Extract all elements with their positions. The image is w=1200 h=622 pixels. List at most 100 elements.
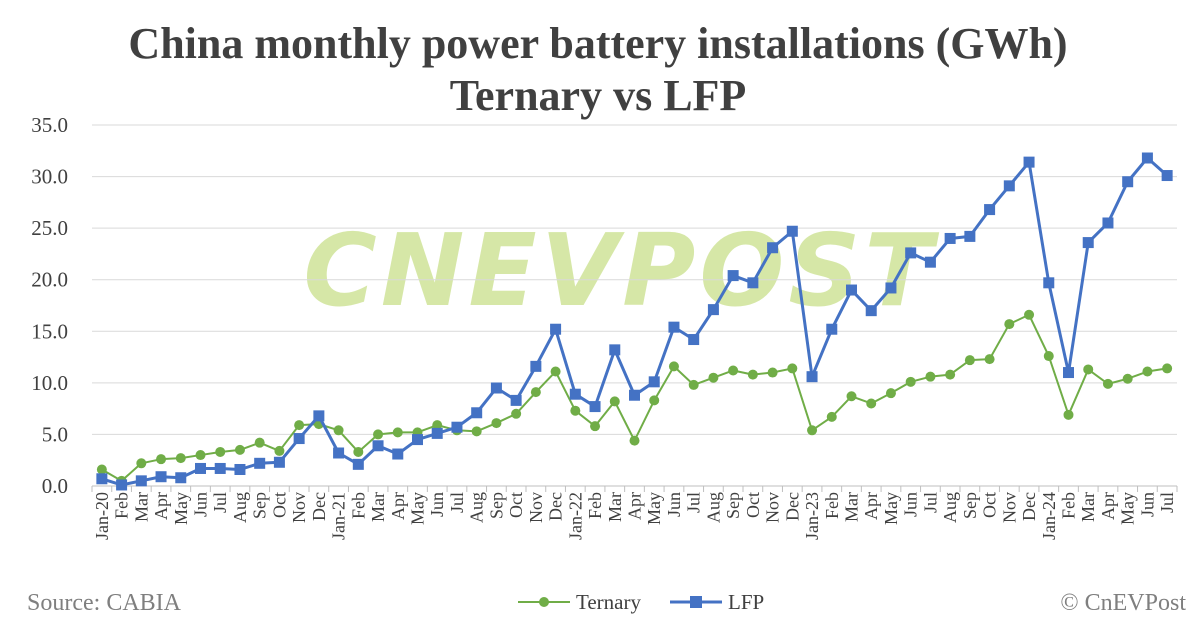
- x-tick-label: Nov: [999, 492, 1019, 523]
- x-tick-label: Jan-21: [329, 492, 349, 540]
- ternary-point: [1043, 351, 1054, 362]
- lfp-point: [116, 479, 128, 491]
- ternary-point: [373, 429, 384, 440]
- lfp-point: [431, 427, 443, 439]
- watermark-logo: CNEVPOST: [303, 212, 939, 329]
- lfp-point: [648, 376, 660, 388]
- x-tick-label: May: [881, 492, 901, 525]
- lfp-point: [905, 247, 917, 259]
- lfp-point: [490, 382, 502, 394]
- lfp-point: [510, 394, 522, 406]
- lfp-point: [96, 473, 108, 485]
- ternary-point: [945, 369, 956, 380]
- ternary-point: [195, 450, 206, 461]
- ternary-point: [570, 405, 581, 416]
- lfp-point: [412, 434, 423, 446]
- lfp-point: [1003, 180, 1015, 192]
- series-ternary: [96, 309, 1173, 486]
- ternary-point: [846, 391, 857, 402]
- x-tick-label: Aug: [703, 492, 723, 523]
- lfp-point: [885, 282, 897, 294]
- copyright-note: © CnEVPost: [1060, 590, 1186, 616]
- y-tick-label: 5.0: [42, 422, 68, 446]
- lfp-point: [234, 463, 246, 475]
- x-tick-label: Jul: [920, 492, 940, 513]
- lfp-point: [964, 230, 976, 242]
- ternary-point: [807, 425, 818, 436]
- lfp-point: [786, 225, 798, 237]
- ternary-point: [96, 464, 107, 475]
- lfp-point: [1102, 217, 1114, 229]
- lfp-point: [1141, 152, 1153, 164]
- lfp-point: [135, 475, 147, 487]
- ternary-point: [550, 366, 561, 377]
- lfp-point: [155, 471, 167, 483]
- ternary-point: [590, 421, 601, 432]
- ternary-point: [1004, 319, 1015, 330]
- x-tick-label: Dec: [546, 492, 566, 521]
- ternary-point: [392, 427, 403, 438]
- ternary-point: [353, 446, 364, 457]
- lfp-point: [806, 371, 818, 383]
- lfp-point: [1122, 176, 1134, 188]
- lfp-point: [451, 421, 463, 433]
- x-tick-label: Sep: [486, 492, 506, 519]
- lfp-point: [392, 448, 404, 460]
- legend-lfp-marker: [690, 596, 702, 608]
- x-tick-label: Aug: [230, 492, 250, 523]
- ternary-point: [905, 376, 916, 387]
- x-tick-label: May: [1118, 492, 1138, 525]
- x-tick-label: Oct: [980, 492, 1000, 518]
- lfp-point: [668, 321, 680, 333]
- lfp-point: [688, 334, 700, 346]
- ternary-point: [964, 355, 975, 366]
- x-tick-label: May: [171, 492, 191, 525]
- gridlines: [92, 124, 1177, 487]
- lfp-point: [767, 242, 779, 254]
- x-tick-label: Apr: [861, 492, 881, 520]
- lfp-point: [747, 277, 759, 289]
- lfp-point: [984, 204, 996, 216]
- x-tick-label: Oct: [743, 492, 763, 518]
- x-tick-label: Mar: [1078, 492, 1098, 522]
- ternary-point: [787, 363, 798, 374]
- ternary-point: [254, 437, 265, 448]
- lfp-point: [727, 270, 739, 282]
- x-tick-label: Mar: [131, 492, 151, 522]
- ternary-point: [333, 425, 344, 436]
- ternary-point: [1122, 373, 1133, 384]
- x-tick-label: Jan-20: [92, 492, 112, 540]
- y-tick-label: 30.0: [31, 165, 68, 189]
- x-tick-label: Dec: [782, 492, 802, 521]
- lfp-point: [1063, 367, 1074, 379]
- lfp-point: [629, 389, 640, 401]
- lfp-point: [471, 407, 483, 419]
- ternary-point: [708, 372, 719, 383]
- x-tick-label: Sep: [250, 492, 270, 519]
- series-group: [96, 152, 1173, 491]
- ternary-point: [471, 426, 482, 437]
- x-tick-label: Jul: [210, 492, 230, 513]
- ternary-point: [1083, 364, 1094, 375]
- chart-title-line2: Ternary vs LFP: [450, 71, 747, 120]
- x-tick-label: Jan-24: [1039, 492, 1059, 540]
- lfp-point: [293, 433, 305, 445]
- ternary-point: [175, 453, 186, 464]
- ternary-point: [491, 418, 502, 429]
- lfp-point: [1043, 277, 1055, 289]
- x-tick-label: May: [644, 492, 664, 525]
- x-tick-label: Feb: [348, 492, 368, 519]
- ternary-point: [1063, 409, 1074, 420]
- lfp-point: [589, 401, 601, 413]
- ternary-point: [747, 369, 758, 380]
- ternary-point: [1142, 366, 1153, 377]
- x-tick-label: Jun: [901, 492, 921, 517]
- lfp-point: [1161, 170, 1173, 182]
- x-tick-label: Nov: [289, 492, 309, 523]
- y-axis-ticks: 0.0 5.0 10.0 15.0 20.0 25.0 30.0 35.0: [31, 113, 68, 498]
- x-tick-label: Nov: [763, 492, 783, 523]
- lfp-point: [1023, 156, 1035, 168]
- y-tick-label: 15.0: [31, 319, 68, 343]
